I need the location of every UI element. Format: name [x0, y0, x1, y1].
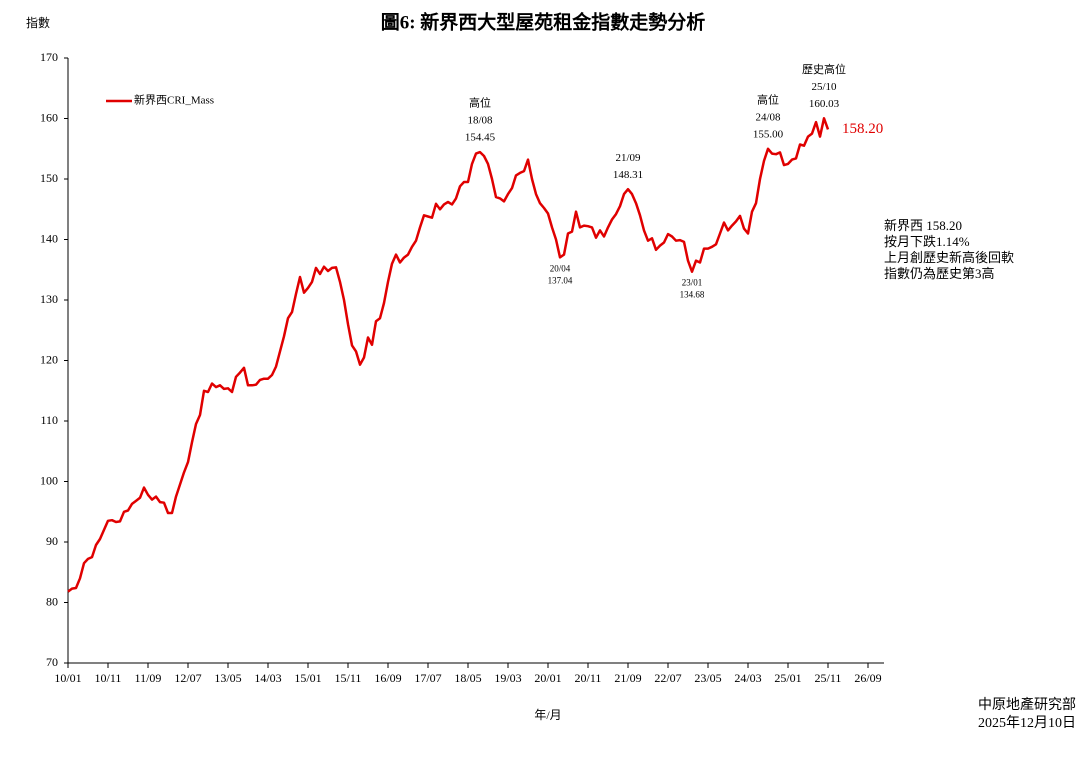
- annotation: 高位: [469, 96, 491, 110]
- side-note: 按月下跌1.14%: [884, 234, 970, 249]
- data-line: [67, 117, 830, 593]
- side-note: 新界西 158.20: [884, 218, 962, 233]
- x-tick-label: 20/11: [575, 671, 602, 685]
- x-tick-label: 26/09: [854, 671, 881, 685]
- x-tick-label: 12/07: [174, 671, 201, 685]
- y-tick-label: 70: [46, 655, 58, 669]
- annotation: 148.31: [613, 169, 643, 181]
- source: 2025年12月10日: [978, 715, 1076, 731]
- y-tick-label: 100: [40, 473, 58, 487]
- x-tick-label: 14/03: [254, 671, 281, 685]
- x-tick-label: 10/11: [95, 671, 122, 685]
- annotation: 154.45: [465, 132, 496, 144]
- y-tick-label: 80: [46, 594, 58, 608]
- x-tick-label: 24/03: [734, 671, 761, 685]
- annotation: 160.03: [809, 98, 840, 110]
- side-note: 指數仍為歷史第3高: [884, 266, 995, 281]
- y-tick-label: 140: [40, 231, 58, 245]
- annotation: 20/04: [550, 263, 571, 273]
- annotation: 高位: [757, 92, 779, 106]
- side-note: 上月創歷史新高後回軟: [884, 250, 1014, 265]
- annotation: 137.04: [548, 275, 573, 285]
- x-tick-label: 11/09: [135, 671, 162, 685]
- x-tick-label: 15/01: [294, 671, 321, 685]
- x-tick-label: 18/05: [454, 671, 481, 685]
- y-tick-label: 90: [46, 534, 58, 548]
- annotation: 18/08: [467, 115, 493, 127]
- x-tick-label: 21/09: [614, 671, 641, 685]
- annotation: 21/09: [615, 152, 641, 164]
- x-tick-label: 16/09: [374, 671, 401, 685]
- legend-label: 新界西CRI_Mass: [134, 93, 214, 107]
- x-tick-label: 25/01: [774, 671, 801, 685]
- y-tick-label: 170: [40, 50, 58, 64]
- x-tick-label: 20/01: [534, 671, 561, 685]
- y-axis-label: 指數: [26, 15, 50, 30]
- annotation: 155.00: [753, 128, 784, 140]
- x-tick-label: 22/07: [654, 671, 681, 685]
- end-label: 158.20: [842, 121, 883, 137]
- annotation: 25/10: [811, 81, 837, 93]
- x-tick-label: 17/07: [414, 671, 441, 685]
- y-tick-label: 160: [40, 110, 58, 124]
- annotation: 歷史高位: [802, 62, 846, 76]
- x-tick-label: 25/11: [815, 671, 842, 685]
- x-axis-label: 年/月: [534, 708, 561, 722]
- y-tick-label: 120: [40, 352, 58, 366]
- annotation: 24/08: [755, 111, 781, 123]
- annotation: 134.68: [680, 290, 705, 300]
- y-tick-label: 110: [40, 413, 58, 427]
- x-tick-label: 10/01: [54, 671, 81, 685]
- annotation: 23/01: [682, 278, 703, 288]
- x-tick-label: 15/11: [335, 671, 362, 685]
- x-tick-label: 23/05: [694, 671, 721, 685]
- x-tick-label: 19/03: [494, 671, 521, 685]
- x-tick-label: 13/05: [214, 671, 241, 685]
- chart-title: 圖6: 新界西大型屋苑租金指數走勢分析: [381, 10, 706, 33]
- y-tick-label: 150: [40, 171, 58, 185]
- y-tick-label: 130: [40, 292, 58, 306]
- source: 中原地產研究部: [978, 696, 1076, 713]
